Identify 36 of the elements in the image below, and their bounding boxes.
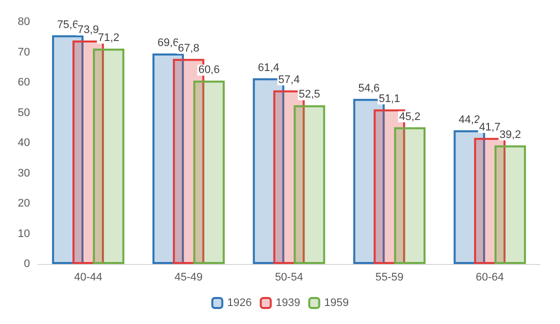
bar: [294, 105, 326, 264]
legend-label: 1926: [227, 297, 252, 309]
y-tick-label: 20: [18, 198, 30, 210]
x-tick-label: 45-49: [174, 272, 203, 284]
y-tick-label: 60: [18, 76, 30, 88]
data-label: 61,4: [258, 62, 280, 74]
x-tick-label: 40-44: [74, 272, 102, 284]
bar: [494, 145, 526, 264]
y-tick-label: 70: [18, 46, 30, 58]
data-label: 44,2: [458, 114, 480, 126]
y-tick-label: 30: [18, 167, 30, 180]
data-label: 51,1: [378, 92, 400, 105]
data-label: 73,9: [77, 24, 99, 36]
legend-label: 1959: [324, 297, 349, 309]
data-label: 41,7: [479, 121, 501, 134]
bar: [193, 80, 225, 264]
data-label: 57,4: [278, 74, 300, 86]
data-label: 67,8: [178, 42, 200, 54]
y-tick-label: 40: [18, 137, 30, 149]
data-label: 69,6: [157, 36, 179, 49]
data-label: 39,2: [500, 128, 521, 141]
legend-label: 1939: [276, 297, 300, 309]
y-tick-label: 10: [18, 228, 30, 240]
y-tick-label: 50: [18, 106, 30, 119]
data-label: 52,5: [298, 88, 320, 101]
y-tick-label: 80: [18, 16, 30, 28]
x-tick-label: 50-54: [274, 272, 304, 284]
data-label: 60,6: [198, 64, 220, 76]
data-label: 71,2: [98, 32, 120, 44]
bar: [394, 127, 426, 264]
y-tick-label: 0: [24, 258, 30, 270]
x-tick-label: 60-64: [476, 272, 504, 284]
data-label: 54,6: [358, 82, 380, 94]
data-label: 45,2: [399, 110, 421, 123]
x-tick-label: 55-59: [375, 272, 404, 284]
bar: [92, 48, 124, 264]
